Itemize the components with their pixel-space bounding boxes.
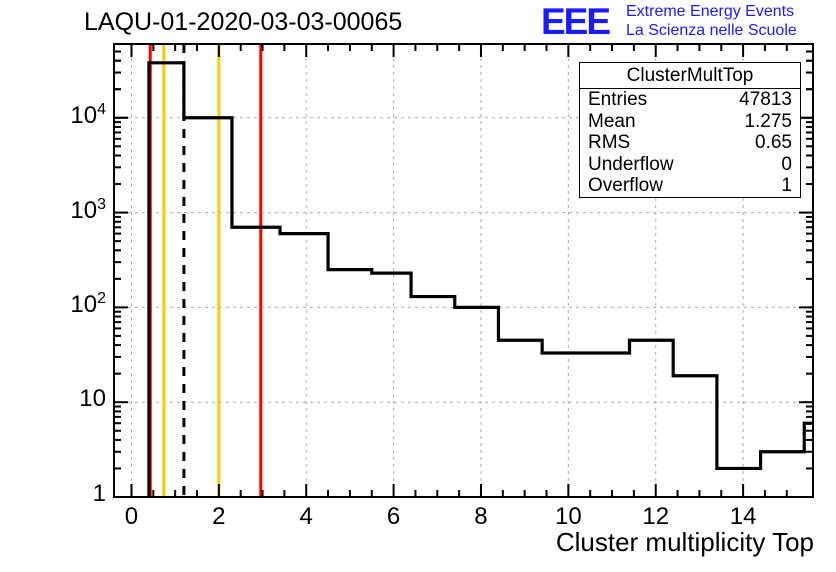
stats-row-value: 1.275 — [744, 110, 792, 132]
x-tick-label-3: 6 — [386, 503, 401, 530]
stats-row-key: RMS — [588, 132, 631, 153]
stats-row-value: 1 — [781, 175, 792, 196]
stats-row-key: Overflow — [588, 175, 663, 196]
histogram-step-curve — [147, 61, 813, 497]
stats-row-key: Entries — [588, 89, 648, 110]
stats-box-rows: Entries 47813 Mean 1.275 RMS 0.65 Underflow 0 Ov… — [580, 89, 800, 197]
stats-row-underflow: Underflow 0 — [580, 154, 800, 176]
eee-logo-line1: Extreme Energy Events — [626, 3, 795, 20]
x-tick-label-5: 10 — [554, 503, 582, 530]
eee-logo-line2: La Scienza nelle Scuole — [626, 22, 797, 39]
plot-axis-ticks — [114, 43, 813, 498]
stats-row-value: 0.65 — [755, 132, 792, 153]
stats-row-key: Underflow — [588, 153, 674, 175]
y-tick-label-4: 104 — [70, 100, 106, 129]
y-tick-label-1: 10 — [79, 385, 106, 413]
eee-logo-mark: EEE — [541, 1, 611, 42]
page-title: LAQU-01-2020-03-03-00065 — [84, 8, 403, 36]
stats-row-entries: Entries 47813 — [580, 89, 800, 111]
x-axis-title: Cluster multiplicity Top — [555, 527, 814, 557]
y-tick-label-0: 1 — [92, 480, 106, 507]
x-tick-label-0: 0 — [124, 503, 139, 530]
x-tick-label-4: 8 — [474, 503, 488, 530]
x-tick-label-2: 4 — [299, 503, 313, 530]
x-tick-label-7: 14 — [729, 503, 757, 530]
eee-logo: EEE Extreme Energy Events La Scienza nel… — [541, 2, 835, 42]
y-tick-label-2: 102 — [70, 290, 106, 319]
stats-row-key: Mean — [588, 110, 636, 132]
plot-frame — [113, 43, 814, 498]
x-tick-label-1: 2 — [212, 503, 226, 530]
stats-row-overflow: Overflow 1 — [580, 175, 800, 197]
x-tick-label-6: 12 — [642, 503, 670, 530]
stats-row-mean: Mean 1.275 — [580, 111, 800, 133]
stats-row-value: 0 — [781, 153, 792, 175]
stats-row-rms: RMS 0.65 — [580, 132, 800, 154]
stats-box: ClusterMultTop Entries 47813 Mean 1.275 RMS 0… — [579, 62, 801, 198]
stats-box-title: ClusterMultTop — [580, 63, 800, 89]
y-tick-label-3: 103 — [70, 195, 106, 224]
stats-row-value: 47813 — [739, 89, 792, 110]
